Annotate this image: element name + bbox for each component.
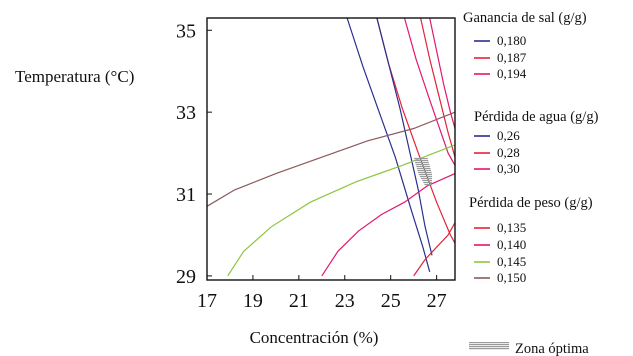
y-tick-label: 29 [176,266,196,288]
y-tick-label: 33 [176,102,196,124]
contour-ganancia-de-sal-0-194 [403,17,456,166]
legend-title-ganancia-de-sal: Ganancia de sal (g/g) [463,10,587,26]
y-axis-label: Temperatura (°C) [15,67,134,86]
optimal-zone-label: Zona óptima [515,341,589,356]
legend-label-perdida-de-agua-0-28: 0,28 [497,145,520,160]
optimal-zone-legend: Zona óptima [469,341,589,356]
x-tick-label: 19 [243,290,263,312]
contour-perdida-de-agua-0-26 [376,17,433,256]
legend-label-perdida-de-agua-0-26: 0,26 [497,128,520,143]
legend-label-ganancia-de-sal-0-194: 0,194 [497,66,527,81]
contour-ganancia-de-sal-0-180 [346,17,431,272]
y-axis: 29 31 33 35 [176,20,212,288]
x-axis-label: Concentración (%) [250,328,379,347]
contour-perdida-de-peso-0-140 [321,173,456,277]
contour-perdida-de-peso-0-150 [206,111,456,207]
legend-label-perdida-de-peso-0-135: 0,135 [497,220,526,235]
legend-title-perdida-de-peso: Pérdida de peso (g/g) [469,195,593,211]
legend-label-ganancia-de-sal-0-187: 0,187 [497,50,527,65]
contour-perdida-de-peso-0-145 [227,144,456,277]
optimal-zone-area [413,157,432,186]
y-tick-label: 31 [176,184,196,206]
y-tick-label: 35 [176,20,196,42]
x-tick-label: 17 [197,290,217,312]
x-tick-label: 27 [427,290,447,312]
contour-perdida-de-agua-0-28 [420,17,456,158]
legend-label-perdida-de-peso-0-140: 0,140 [497,237,526,252]
plot-lines [206,17,456,277]
plot-frame [206,17,456,281]
contour-perdida-de-agua-0-30 [429,17,456,129]
x-tick-label: 21 [289,290,309,312]
legend-label-ganancia-de-sal-0-180: 0,180 [497,33,526,48]
contour-ganancia-de-sal-0-187 [376,17,456,244]
x-tick-label: 25 [381,290,401,312]
x-tick-label: 23 [335,290,355,312]
contour-perdida-de-peso-0-135 [413,222,456,277]
legend-title-perdida-de-agua: Pérdida de agua (g/g) [474,109,599,125]
legend-label-perdida-de-peso-0-150: 0,150 [497,270,526,285]
x-axis: 17 19 21 23 25 27 [197,275,447,312]
optimal-zone-swatch [469,342,509,350]
optimal-zone-region [413,157,432,186]
legend-label-perdida-de-agua-0-30: 0,30 [497,161,520,176]
legend-label-perdida-de-peso-0-145: 0,145 [497,254,526,269]
